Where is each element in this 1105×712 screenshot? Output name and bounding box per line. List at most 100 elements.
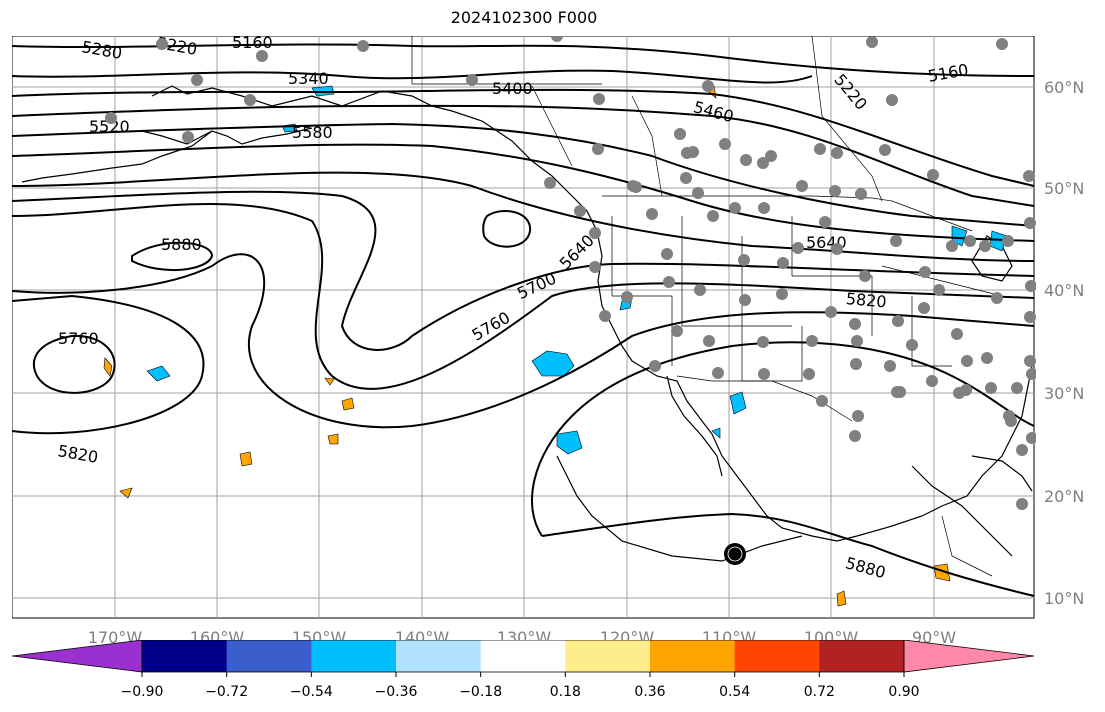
station-markers — [105, 36, 1036, 510]
colorbar-tick-label: −0.90 — [121, 684, 164, 700]
station-dot — [593, 93, 605, 105]
station-dot — [707, 210, 719, 222]
station-dot — [551, 36, 563, 42]
station-dot — [1016, 444, 1028, 456]
station-dot — [739, 294, 751, 306]
station-dot — [985, 382, 997, 394]
station-dot — [757, 157, 769, 169]
colorbar-tick-label: 0.72 — [804, 684, 835, 700]
station-dot — [906, 339, 918, 351]
station-dot — [819, 216, 831, 228]
colorbar-tick-label: −0.72 — [205, 684, 248, 700]
colorbar-tick-label: −0.54 — [290, 684, 333, 700]
station-dot — [694, 284, 706, 296]
station-dot — [991, 292, 1003, 304]
station-dot — [831, 243, 843, 255]
map-frame — [12, 36, 1035, 619]
station-dot — [919, 266, 931, 278]
colorbar-segment — [565, 640, 651, 672]
colorbar-segment — [734, 640, 820, 672]
station-dot — [758, 368, 770, 380]
station-dot — [849, 318, 861, 330]
station-dot — [1025, 280, 1036, 292]
station-dot — [1026, 432, 1036, 444]
station-dot — [849, 430, 861, 442]
station-dot — [792, 242, 804, 254]
colorbar-tick-label: 0.36 — [634, 684, 665, 700]
station-dot — [831, 147, 843, 159]
station-dot — [702, 80, 714, 92]
station-dot — [892, 315, 904, 327]
station-dot — [777, 257, 789, 269]
station-dot — [592, 143, 604, 155]
station-dot — [663, 276, 675, 288]
station-dot — [894, 386, 906, 398]
station-dot — [866, 36, 878, 48]
station-dot — [814, 143, 826, 155]
station-dot — [621, 291, 633, 303]
station-dot — [890, 235, 902, 247]
station-dot — [671, 325, 683, 337]
contour-label: 5160 — [232, 36, 273, 52]
station-dot — [946, 240, 958, 252]
station-dot — [1011, 382, 1023, 394]
station-dot — [918, 302, 930, 314]
station-dot — [964, 235, 976, 247]
station-dot — [1024, 217, 1036, 229]
map-title: 2024102300 F000 — [450, 8, 598, 27]
colorbar-extend-max — [903, 640, 1035, 673]
colorbar-outline — [141, 640, 905, 673]
station-dot — [599, 310, 611, 322]
station-dot — [1016, 498, 1028, 510]
station-dot — [852, 410, 864, 422]
station-dot — [191, 74, 203, 86]
storm-marker — [724, 543, 746, 565]
station-dot — [357, 40, 369, 52]
station-dot — [765, 150, 777, 162]
colorbar: −0.90 −0.72 −0.54 −0.36 −0.18 0.18 0.36 0.54 0.7… — [11, 640, 1035, 700]
colorbar-extend-min — [11, 640, 143, 673]
latitude-label: 40°N — [1044, 281, 1084, 300]
station-dot — [466, 74, 478, 86]
station-dot — [850, 358, 862, 370]
station-dot — [855, 188, 867, 200]
station-dot — [630, 181, 642, 193]
station-dot — [886, 94, 898, 106]
station-dot — [776, 288, 788, 300]
station-dot — [1024, 311, 1036, 323]
station-dot — [244, 94, 256, 106]
station-dot — [1003, 410, 1015, 422]
station-dot — [806, 335, 818, 347]
station-dot — [105, 112, 117, 124]
station-dot — [803, 368, 815, 380]
colorbar-body — [11, 640, 1035, 673]
station-dot — [960, 384, 972, 396]
colorbar-tick-label: −0.36 — [375, 684, 418, 700]
station-dot — [738, 254, 750, 266]
station-dot — [729, 202, 741, 214]
station-dot — [589, 227, 601, 239]
latitude-label: 20°N — [1044, 487, 1084, 506]
station-dot — [674, 128, 686, 140]
station-dot — [1002, 235, 1014, 247]
station-dot — [884, 360, 896, 372]
station-dot — [182, 131, 194, 143]
station-dot — [661, 248, 673, 260]
station-dot — [719, 138, 731, 150]
station-dot — [933, 284, 945, 296]
station-dot — [981, 352, 993, 364]
station-dot — [156, 38, 168, 50]
latitude-label: 10°N — [1044, 589, 1084, 608]
station-dot — [879, 144, 891, 156]
colorbar-segment — [226, 640, 312, 672]
colorbar-segment — [480, 640, 566, 672]
contour-label: 5880 — [161, 235, 202, 254]
station-dot — [757, 336, 769, 348]
station-dot — [859, 270, 871, 282]
coastlines — [21, 85, 1033, 562]
station-dot — [740, 154, 752, 166]
contour-label: 5400 — [492, 79, 533, 98]
station-dot — [816, 395, 828, 407]
colorbar-tick-label: 0.18 — [550, 684, 581, 700]
